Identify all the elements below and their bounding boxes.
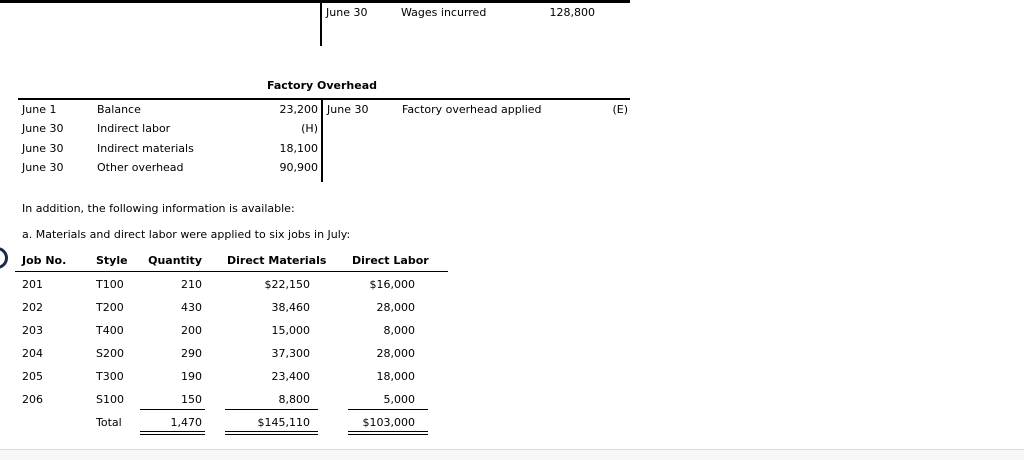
- cell-quantity: 430: [181, 301, 202, 314]
- note-additional-info: In addition, the following information i…: [22, 202, 295, 215]
- total-direct-materials: $145,110: [257, 416, 311, 429]
- header-direct-labor: Direct Labor: [352, 254, 429, 267]
- cell-quantity: 150: [181, 393, 202, 406]
- cell-direct-labor: 28,000: [376, 301, 416, 314]
- debit-amount: (H): [301, 122, 318, 135]
- wages-entry-date: June 30: [326, 6, 368, 19]
- cell-quantity: 190: [181, 370, 202, 383]
- labor-subtotal-rule: [348, 409, 428, 410]
- debit-date: June 30: [22, 122, 64, 135]
- note-jobs-applied: a. Materials and direct labor were appli…: [22, 228, 351, 241]
- cell-style: T400: [96, 324, 124, 337]
- cell-job-no: 203: [22, 324, 43, 337]
- total-quantity: 1,470: [170, 416, 203, 429]
- factory-overhead-divider: [321, 98, 323, 182]
- debit-description: Balance: [97, 103, 141, 116]
- cell-quantity: 200: [181, 324, 202, 337]
- cell-style: T100: [96, 278, 124, 291]
- cell-job-no: 206: [22, 393, 43, 406]
- materials-total-rule-top: [225, 431, 318, 432]
- cell-direct-materials: 8,800: [278, 393, 311, 406]
- wages-entry-description: Wages incurred: [401, 6, 487, 19]
- cell-direct-materials: 37,300: [271, 347, 311, 360]
- cell-direct-labor: 18,000: [376, 370, 416, 383]
- credit-amount: (E): [612, 103, 628, 116]
- header-quantity: Quantity: [148, 254, 202, 267]
- cell-quantity: 210: [181, 278, 202, 291]
- cell-style: S100: [96, 393, 124, 406]
- materials-total-rule-bottom: [225, 434, 318, 435]
- quantity-subtotal-rule: [140, 409, 205, 410]
- debit-amount: 90,900: [279, 161, 319, 174]
- header-job-no: Job No.: [22, 254, 67, 267]
- debit-date: June 1: [22, 103, 57, 116]
- wages-entry-amount: 128,800: [549, 6, 596, 19]
- debit-amount: 23,200: [279, 103, 319, 116]
- debit-description: Other overhead: [97, 161, 184, 174]
- cell-style: S200: [96, 347, 124, 360]
- header-direct-materials: Direct Materials: [227, 254, 327, 267]
- page-bottom-divider: [0, 449, 1024, 460]
- cell-direct-labor: 8,000: [383, 324, 416, 337]
- cell-job-no: 205: [22, 370, 43, 383]
- cell-job-no: 202: [22, 301, 43, 314]
- cell-direct-materials: 38,460: [271, 301, 311, 314]
- cell-direct-labor: 5,000: [383, 393, 416, 406]
- factory-overhead-title: Factory Overhead: [266, 79, 378, 92]
- cell-direct-labor: $16,000: [369, 278, 416, 291]
- materials-subtotal-rule: [225, 409, 318, 410]
- credit-description: Factory overhead applied: [402, 103, 542, 116]
- quantity-total-rule-bottom: [140, 434, 205, 435]
- cell-quantity: 290: [181, 347, 202, 360]
- header-style: Style: [96, 254, 128, 267]
- cell-direct-labor: 28,000: [376, 347, 416, 360]
- table-header-rule: [15, 271, 448, 272]
- debit-description: Indirect materials: [97, 142, 194, 155]
- labor-total-rule-bottom: [348, 434, 428, 435]
- debit-description: Indirect labor: [97, 122, 171, 135]
- labor-total-rule-top: [348, 431, 428, 432]
- annotation-circle-icon: [0, 247, 8, 269]
- cell-direct-materials: $22,150: [264, 278, 311, 291]
- factory-overhead-top-rule: [18, 98, 630, 100]
- cell-style: T200: [96, 301, 124, 314]
- credit-date: June 30: [327, 103, 369, 116]
- wages-account-divider: [320, 0, 322, 46]
- cell-job-no: 201: [22, 278, 43, 291]
- wages-account-top-rule: [0, 0, 630, 3]
- debit-date: June 30: [22, 161, 64, 174]
- cell-direct-materials: 15,000: [271, 324, 311, 337]
- cell-direct-materials: 23,400: [271, 370, 311, 383]
- cell-style: T300: [96, 370, 124, 383]
- debit-date: June 30: [22, 142, 64, 155]
- total-label: Total: [96, 416, 122, 429]
- total-direct-labor: $103,000: [362, 416, 416, 429]
- debit-amount: 18,100: [279, 142, 319, 155]
- cell-job-no: 204: [22, 347, 43, 360]
- quantity-total-rule-top: [140, 431, 205, 432]
